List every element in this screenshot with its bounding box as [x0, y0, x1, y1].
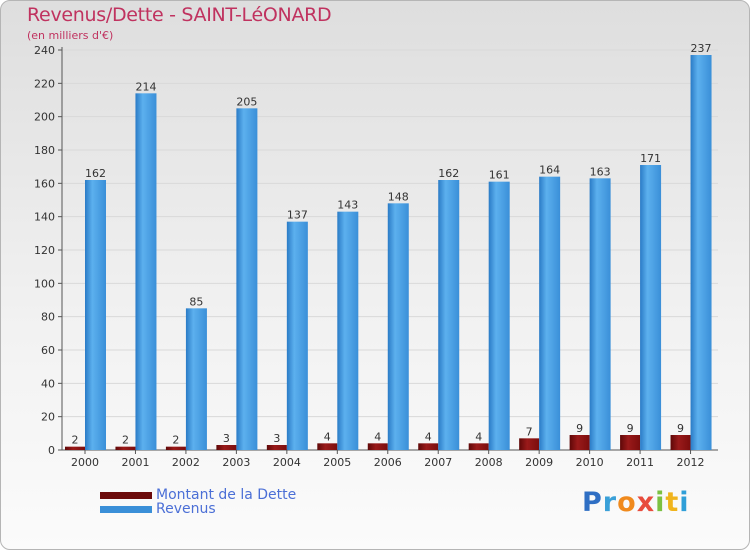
- legend-swatch-revenue: [100, 505, 152, 513]
- bar-debt-2002: [165, 446, 186, 450]
- data-label-revenue-2003: 205: [236, 95, 257, 108]
- data-label-revenue-2011: 171: [640, 152, 661, 165]
- y-tick-label: 120: [34, 244, 55, 257]
- x-tick-label-2012: 2012: [677, 456, 705, 469]
- data-label-revenue-2012: 237: [691, 42, 712, 55]
- data-label-revenue-2001: 214: [135, 80, 156, 93]
- data-labels: 2000 2 162 2001 2 214 2002 2 85 2003 3 205 2004 3 137 2…: [71, 42, 712, 469]
- chart-subtitle: (en milliers d'€): [27, 29, 114, 42]
- legend-swatch-debt: [100, 491, 152, 499]
- data-label-debt-2009: 7: [526, 425, 533, 438]
- bar-revenue-2011: [640, 165, 662, 450]
- bar-debt-2004: [266, 445, 287, 450]
- y-tick-label: 200: [34, 111, 55, 124]
- data-label-revenue-2006: 148: [388, 190, 409, 203]
- chart-title: Revenus/Dette - SAINT-LéONARD: [27, 4, 332, 26]
- y-tick-label: 220: [34, 77, 55, 90]
- x-tick-label-2009: 2009: [525, 456, 553, 469]
- bar-debt-2010: [569, 435, 590, 450]
- y-tick-label: 160: [34, 177, 55, 190]
- data-label-debt-2007: 4: [425, 430, 432, 443]
- x-tick-label-2001: 2001: [121, 456, 149, 469]
- bar-debt-2006: [367, 443, 388, 450]
- legend-label-revenue: Revenus: [156, 501, 216, 517]
- data-label-debt-2003: 3: [223, 432, 230, 445]
- bar-revenue-2000: [85, 180, 106, 450]
- bar-revenue-2002: [185, 308, 207, 450]
- logo-letter: i: [679, 487, 690, 518]
- bar-revenue-2012: [690, 55, 712, 450]
- data-label-revenue-2007: 162: [438, 167, 459, 180]
- logo-letter: o: [617, 487, 637, 518]
- logo-letter: x: [636, 487, 656, 518]
- data-label-revenue-2004: 137: [287, 209, 308, 222]
- bar-debt-2011: [620, 435, 641, 450]
- logo-letter: r: [602, 487, 618, 518]
- legend-label-debt: Montant de la Dette: [156, 487, 297, 503]
- y-tick-label: 100: [34, 277, 55, 290]
- bar-debt-2009: [519, 438, 540, 450]
- x-tick-label-2006: 2006: [374, 456, 402, 469]
- bar-debt-2008: [468, 443, 489, 450]
- data-label-revenue-2008: 161: [489, 169, 510, 182]
- bar-debt-2000: [65, 446, 85, 450]
- bar-revenue-2006: [387, 203, 409, 450]
- data-label-debt-2000: 2: [72, 434, 79, 447]
- x-tick-label-2002: 2002: [172, 456, 200, 469]
- y-tick-label: 20: [41, 411, 55, 424]
- data-label-revenue-2010: 163: [590, 165, 611, 178]
- bar-debt-2003: [216, 445, 237, 450]
- bar-debt-2012: [670, 435, 691, 450]
- y-tick-label: 140: [34, 211, 55, 224]
- data-label-revenue-2009: 164: [539, 164, 560, 177]
- data-label-revenue-2005: 143: [337, 199, 358, 212]
- data-label-debt-2001: 2: [122, 434, 129, 447]
- bar-debt-2005: [317, 443, 338, 450]
- data-label-debt-2011: 9: [627, 422, 634, 435]
- data-label-debt-2010: 9: [576, 422, 583, 435]
- bar-revenue-2005: [337, 211, 359, 450]
- logo-letter: i: [655, 487, 666, 518]
- data-label-debt-2005: 4: [324, 430, 331, 443]
- bar-revenue-2004: [286, 221, 308, 450]
- y-tick-label: 0: [48, 444, 55, 457]
- data-label-revenue-2002: 85: [189, 295, 203, 308]
- x-tick-label-2011: 2011: [626, 456, 654, 469]
- y-tick-label: 60: [41, 344, 55, 357]
- x-tick-label-2005: 2005: [323, 456, 351, 469]
- logo-letter: t: [665, 487, 680, 518]
- logo-letter: P: [582, 487, 603, 518]
- y-tick-label: 240: [34, 44, 55, 57]
- bar-revenue-2003: [236, 108, 258, 450]
- legend-item-debt: Montant de la Dette: [100, 487, 296, 503]
- data-label-debt-2008: 4: [475, 430, 482, 443]
- data-label-revenue-2000: 162: [85, 167, 106, 180]
- x-tick-label-2000: 2000: [71, 456, 99, 469]
- data-label-debt-2002: 2: [172, 434, 179, 447]
- x-tick-label-2007: 2007: [424, 456, 452, 469]
- x-tick-label-2004: 2004: [273, 456, 301, 469]
- y-tick-label: 180: [34, 144, 55, 157]
- bar-debt-2001: [115, 446, 136, 450]
- bar-revenue-2007: [438, 180, 460, 450]
- bar-debt-2007: [418, 443, 439, 450]
- bar-revenue-2010: [589, 178, 611, 451]
- y-tick-label: 80: [41, 311, 55, 324]
- data-label-debt-2004: 3: [273, 432, 280, 445]
- proxiti-logo: Proxiti: [582, 487, 690, 518]
- x-tick-label-2010: 2010: [576, 456, 604, 469]
- x-tick-label-2008: 2008: [475, 456, 503, 469]
- bars: [65, 55, 712, 451]
- data-label-debt-2006: 4: [374, 430, 381, 443]
- bar-revenue-2008: [488, 181, 510, 450]
- data-label-debt-2012: 9: [677, 422, 684, 435]
- legend-item-revenue: Revenus: [100, 501, 216, 517]
- x-tick-label-2003: 2003: [222, 456, 250, 469]
- bar-revenue-2009: [539, 176, 561, 450]
- y-tick-label: 40: [41, 377, 55, 390]
- bar-revenue-2001: [135, 93, 157, 450]
